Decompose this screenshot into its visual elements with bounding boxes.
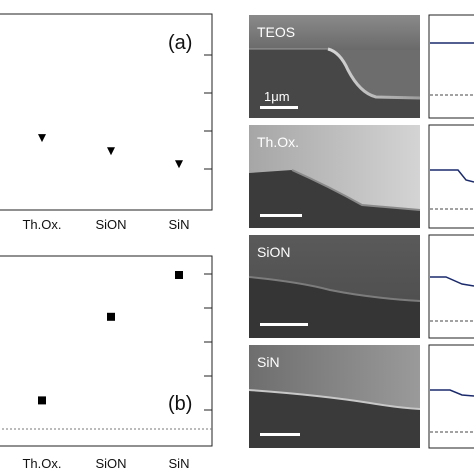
chart-b-x-tick-labels: Th.Ox. SiON SiN (22, 456, 189, 471)
chart-b-frame (0, 255, 213, 447)
chart-b-point-1 (107, 312, 115, 321)
scale-bar-sion (260, 323, 308, 326)
chart-a: (a) (0, 13, 213, 211)
sem-image-teos-edge (327, 47, 421, 100)
chart-a-panel-label: (a) (168, 32, 192, 54)
profile-plot-sin (428, 344, 474, 449)
chart-b: (b) (0, 255, 213, 447)
sem-label-sin: SiN (257, 354, 280, 370)
sem-image-sion-film (249, 277, 420, 338)
sem-panel-thox: Th.Ox. (249, 125, 421, 228)
sem-panel-teos: TEOS 1μm (249, 15, 421, 118)
sem-label-sion: SiON (257, 244, 290, 260)
profile-line-sin (430, 389, 474, 397)
profile-line-sion (430, 276, 474, 287)
scale-bar-thox (260, 214, 302, 217)
sem-image-thox-film (249, 170, 420, 228)
chart-a-point-2 (175, 160, 183, 169)
chart-b-point-2 (175, 271, 183, 279)
chart-a-x-tick-label: SiN (169, 217, 190, 232)
profile-plot-sion (428, 234, 474, 339)
sem-panel-sion: SiON (248, 235, 421, 338)
scale-label-teos: 1μm (264, 89, 290, 104)
scale-bar-teos (260, 106, 298, 109)
sem-image-sin-edge (248, 389, 421, 410)
sem-label-teos: TEOS (257, 24, 295, 40)
chart-a-frame (0, 13, 213, 211)
profile-frame-sion (428, 234, 474, 339)
profile-line-thox (430, 169, 474, 183)
chart-a-x-tick-label: SiON (95, 217, 126, 232)
profile-frame-sin (428, 344, 474, 449)
profile-plot-teos (428, 14, 474, 119)
chart-b-x-tick-label: SiON (95, 456, 126, 471)
chart-a-right-ticks (204, 54, 212, 170)
chart-a-x-tick-labels: Th.Ox. SiON SiN (22, 217, 189, 232)
scale-bar-sin (260, 433, 300, 436)
profile-plot-thox (428, 124, 474, 229)
sem-label-thox: Th.Ox. (257, 134, 299, 150)
sem-image-teos-top (249, 15, 420, 50)
chart-b-panel-label: (b) (168, 393, 192, 415)
chart-b-x-tick-label: Th.Ox. (22, 456, 61, 471)
chart-a-point-0 (38, 134, 46, 143)
sem-panel-sin: SiN (248, 345, 421, 448)
chart-b-marks (38, 271, 183, 405)
chart-b-right-ticks (204, 273, 212, 411)
profile-frame-teos (428, 14, 474, 119)
sem-image-thox-edge (291, 169, 421, 211)
chart-a-marks (38, 134, 183, 169)
chart-a-x-tick-label: Th.Ox. (22, 217, 61, 232)
chart-b-x-tick-label: SiN (169, 456, 190, 471)
sem-image-teos-film (249, 49, 420, 118)
chart-b-point-0 (38, 396, 46, 405)
chart-a-point-1 (107, 147, 115, 156)
profile-frame-thox (428, 124, 474, 229)
sem-image-sion-edge (248, 276, 421, 302)
